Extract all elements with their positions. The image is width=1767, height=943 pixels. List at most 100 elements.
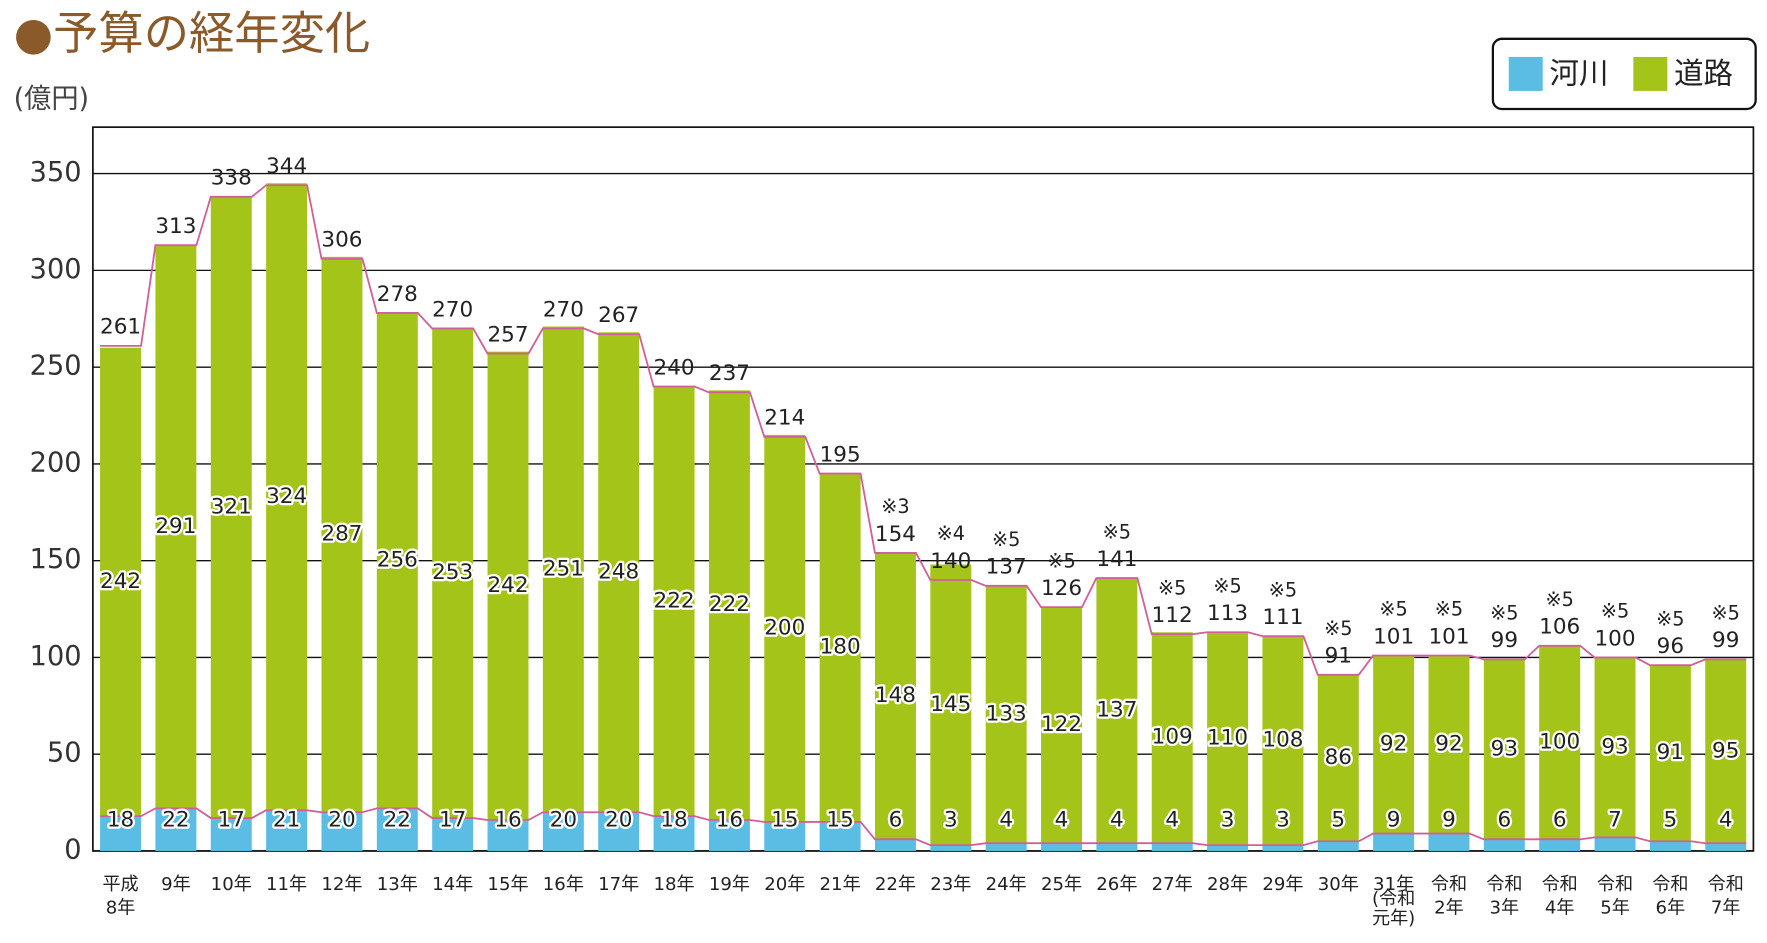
x-tick-label: 27年 <box>1152 874 1193 895</box>
note-label: ※5 <box>1047 549 1075 572</box>
total-label: 101 <box>1428 624 1469 649</box>
segment-label: 222 <box>654 588 695 613</box>
x-tick-label: 4年 <box>1545 898 1575 919</box>
x-tick-label: 12年 <box>321 874 362 895</box>
total-label: 257 <box>487 322 528 347</box>
total-label: 240 <box>654 355 695 380</box>
x-tick-label: 令和 <box>1431 874 1467 895</box>
bar-segment <box>376 808 418 851</box>
x-tick-label: 9年 <box>161 874 191 895</box>
segment-label: 108 <box>1262 728 1303 753</box>
segment-label: 18 <box>660 807 687 832</box>
x-tick-label: 5年 <box>1600 898 1630 919</box>
note-label: ※4 <box>937 522 965 545</box>
segment-label: 180 <box>820 635 861 660</box>
bar-segment <box>1428 655 1470 834</box>
bar-segment <box>1207 632 1249 846</box>
x-tick-label: 17年 <box>598 874 639 895</box>
segment-label: 148 <box>875 683 916 708</box>
bar-segment <box>487 351 529 820</box>
bar-segment <box>210 818 252 851</box>
bar-segment <box>1594 837 1636 851</box>
segment-label: 3 <box>944 807 958 832</box>
bar-segment <box>1041 607 1083 844</box>
x-tick-label: 13年 <box>377 874 418 895</box>
bar-segment <box>542 812 584 851</box>
x-tick-label: 6年 <box>1656 898 1686 919</box>
x-tick-label: 26年 <box>1096 874 1137 895</box>
bar-segment <box>1373 655 1415 834</box>
segment-label: 200 <box>764 615 805 640</box>
bar-segment <box>155 808 197 851</box>
segment-label: 9 <box>1442 807 1456 832</box>
river-line <box>100 807 1747 847</box>
total-label: 278 <box>377 282 418 307</box>
total-label: 237 <box>709 361 750 386</box>
y-tick-label: 250 <box>30 351 82 382</box>
segment-label: 17 <box>439 807 466 832</box>
bar-segment <box>653 816 695 851</box>
bar-segment <box>1096 578 1138 844</box>
x-tick-label: 平成 <box>102 874 138 895</box>
note-label: ※5 <box>1712 602 1740 625</box>
bar-segment <box>1705 659 1747 844</box>
x-tick-label: 2年 <box>1434 898 1464 919</box>
x-tick-label: 22年 <box>875 874 916 895</box>
total-label: 91 <box>1325 644 1352 669</box>
bar-segment <box>598 812 640 851</box>
segment-label: 22 <box>162 807 189 832</box>
total-label: 306 <box>321 228 362 253</box>
x-tick-label: 31年 <box>1373 874 1414 895</box>
note-label: ※5 <box>1103 520 1131 543</box>
total-label: 101 <box>1373 624 1414 649</box>
bar-segment <box>266 810 308 851</box>
total-label: 338 <box>211 166 252 191</box>
segment-label: 145 <box>930 692 971 717</box>
x-tick-label: 24年 <box>986 874 1027 895</box>
legend-swatch <box>1508 56 1543 91</box>
segment-label: 287 <box>321 522 362 547</box>
segment-label: 5 <box>1331 807 1345 832</box>
bar-segment <box>1262 845 1304 851</box>
x-tick-label: 8年 <box>106 898 136 919</box>
bar-segment <box>819 473 861 822</box>
bar-segment <box>100 347 142 817</box>
bar-segment <box>985 843 1027 851</box>
x-tick-label: 29年 <box>1262 874 1303 895</box>
segment-label: 109 <box>1152 725 1193 750</box>
bar-segment <box>542 326 584 813</box>
x-tick-label: 11年 <box>266 874 307 895</box>
x-tick-label: 15年 <box>487 874 528 895</box>
segment-label: 3 <box>1276 807 1290 832</box>
note-label: ※5 <box>1379 598 1407 621</box>
bar-segment <box>819 821 861 851</box>
total-label: 99 <box>1491 628 1518 653</box>
segment-label: 6 <box>1497 807 1511 832</box>
note-label: ※5 <box>1158 576 1186 599</box>
segment-label: 6 <box>1553 807 1567 832</box>
segment-label: 92 <box>1380 732 1407 757</box>
x-tick-label: 21年 <box>820 874 861 895</box>
segment-label: 291 <box>155 514 196 539</box>
bar-segment <box>1539 645 1581 840</box>
note-label: ※5 <box>1601 600 1629 623</box>
segment-label: 22 <box>384 807 411 832</box>
note-label: ※5 <box>992 528 1020 551</box>
segment-label: 133 <box>986 702 1027 727</box>
bar-segment <box>376 312 418 809</box>
chart-title: ●予算の経年変化 <box>14 7 371 60</box>
legend-box <box>1491 37 1757 111</box>
bar-segment <box>487 819 529 851</box>
y-tick-label: 200 <box>30 447 82 478</box>
bar-segment <box>1096 843 1138 851</box>
segment-label: 253 <box>432 560 473 585</box>
segment-label: 93 <box>1601 734 1628 759</box>
total-label: 214 <box>764 406 805 431</box>
total-label: 137 <box>986 555 1027 580</box>
total-label: 344 <box>266 154 307 179</box>
segment-label: 15 <box>826 807 853 832</box>
y-axis-label: (億円) <box>14 83 90 114</box>
note-label: ※3 <box>881 495 909 518</box>
note-label: ※5 <box>1656 607 1684 630</box>
total-line <box>100 184 1747 676</box>
